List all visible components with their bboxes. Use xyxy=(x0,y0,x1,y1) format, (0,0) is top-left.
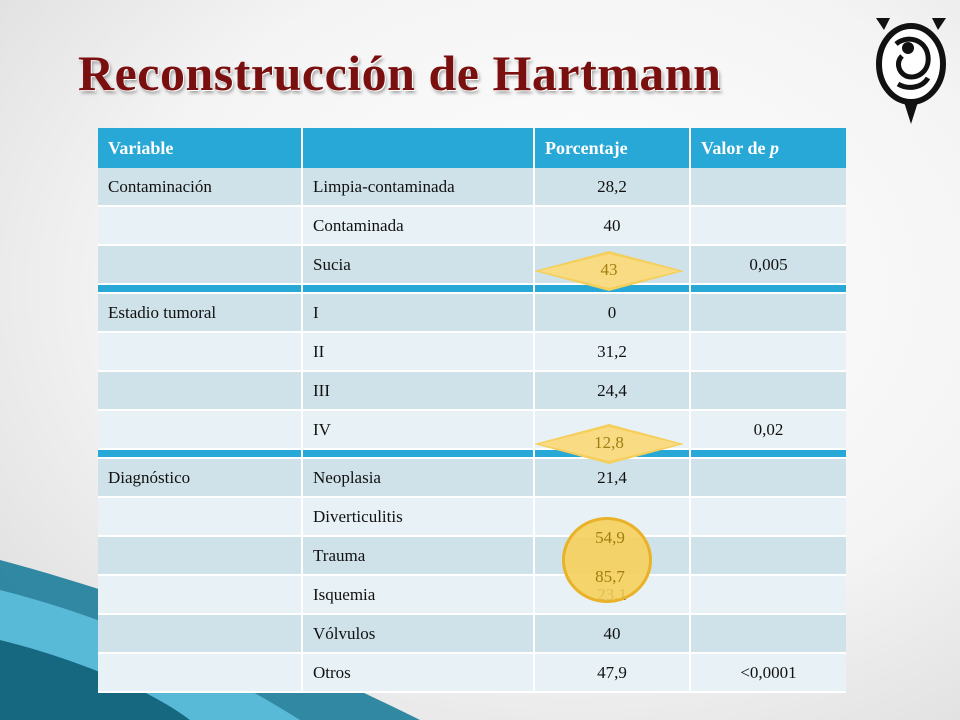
variable-cell xyxy=(98,614,303,654)
variable-cell xyxy=(98,497,303,537)
p-value-cell: 0,005 xyxy=(690,245,846,285)
p-value-cell xyxy=(690,371,846,411)
variable-cell xyxy=(98,410,303,450)
variable-cell xyxy=(98,653,303,693)
category-cell: Limpia-contaminada xyxy=(302,168,535,207)
p-value-cell xyxy=(690,614,846,654)
category-cell: III xyxy=(302,371,535,411)
category-cell: Trauma xyxy=(302,536,535,576)
table-row: Contaminada 40 xyxy=(98,206,846,246)
variable-cell xyxy=(98,245,303,285)
category-cell: Diverticulitis xyxy=(302,497,535,537)
table-row: III 24,4 xyxy=(98,371,846,411)
table-row: Contaminación Limpia-contaminada 28,2 xyxy=(98,168,846,207)
category-cell: I xyxy=(302,293,535,333)
highlighted-value: 12,8 xyxy=(594,433,624,452)
group-separator xyxy=(98,449,846,459)
table-row: Otros 47,9 <0,0001 xyxy=(98,653,846,693)
p-value-cell: 0,02 xyxy=(690,410,846,450)
p-value-cell xyxy=(690,168,846,207)
variable-cell xyxy=(98,332,303,372)
category-cell: Otros xyxy=(302,653,535,693)
table-header-row: Variable Porcentaje Valor de p xyxy=(98,128,846,168)
variable-cell xyxy=(98,536,303,576)
p-value-cell xyxy=(690,332,846,372)
category-cell: Sucia xyxy=(302,245,535,285)
category-cell: Contaminada xyxy=(302,206,535,246)
variable-cell xyxy=(98,371,303,411)
table-row: Trauma xyxy=(98,536,846,576)
highlighted-value: 54,9 xyxy=(595,528,625,547)
variable-cell: Contaminación xyxy=(98,168,303,207)
percent-cell: 21,4 xyxy=(534,458,691,498)
variable-cell: Estadio tumoral xyxy=(98,293,303,333)
category-cell: II xyxy=(302,332,535,372)
p-value-cell xyxy=(690,206,846,246)
p-value-cell xyxy=(690,458,846,498)
highlighted-value: 43 xyxy=(600,260,618,279)
group-separator xyxy=(98,284,846,294)
category-cell: IV xyxy=(302,410,535,450)
percent-cell: 47,9 xyxy=(534,653,691,693)
p-value-cell xyxy=(690,536,846,576)
percent-cell: 31,2 xyxy=(534,332,691,372)
table-row: IV 0,02 xyxy=(98,410,846,450)
header-variable: Variable xyxy=(98,128,303,168)
table-row: II 31,2 xyxy=(98,332,846,372)
p-value-cell xyxy=(690,293,846,333)
p-value-cell: <0,0001 xyxy=(690,653,846,693)
header-porcentaje: Porcentaje xyxy=(534,128,691,168)
p-value-cell xyxy=(690,497,846,537)
variable-cell xyxy=(98,575,303,615)
table-row: Vólvulos 40 xyxy=(98,614,846,654)
percent-cell: 24,4 xyxy=(534,371,691,411)
percent-cell: 40 xyxy=(534,614,691,654)
p-value-cell xyxy=(690,575,846,615)
page-title: Reconstrucción de Hartmann xyxy=(78,45,722,101)
category-cell: Isquemia xyxy=(302,575,535,615)
table-row: Diverticulitis xyxy=(98,497,846,537)
header-blank xyxy=(302,128,535,168)
variable-cell: Diagnóstico xyxy=(98,458,303,498)
table-row: Diagnóstico Neoplasia 21,4 xyxy=(98,458,846,498)
highlight-oval xyxy=(562,517,652,603)
percent-cell: 0 xyxy=(534,293,691,333)
header-valor-de-p: Valor de p xyxy=(690,128,846,168)
variable-cell xyxy=(98,206,303,246)
percent-cell xyxy=(534,497,691,537)
hartmann-emblem-icon xyxy=(876,18,946,124)
percent-cell: 40 xyxy=(534,206,691,246)
table-row: Estadio tumoral I 0 xyxy=(98,293,846,333)
table-row: Isquemia 23,1 xyxy=(98,575,846,615)
table-row: Sucia 0,005 xyxy=(98,245,846,285)
category-cell: Vólvulos xyxy=(302,614,535,654)
percent-cell: 28,2 xyxy=(534,168,691,207)
results-table: Variable Porcentaje Valor de p Contamina… xyxy=(98,128,846,693)
category-cell: Neoplasia xyxy=(302,458,535,498)
highlighted-value: 85,7 xyxy=(595,567,625,586)
